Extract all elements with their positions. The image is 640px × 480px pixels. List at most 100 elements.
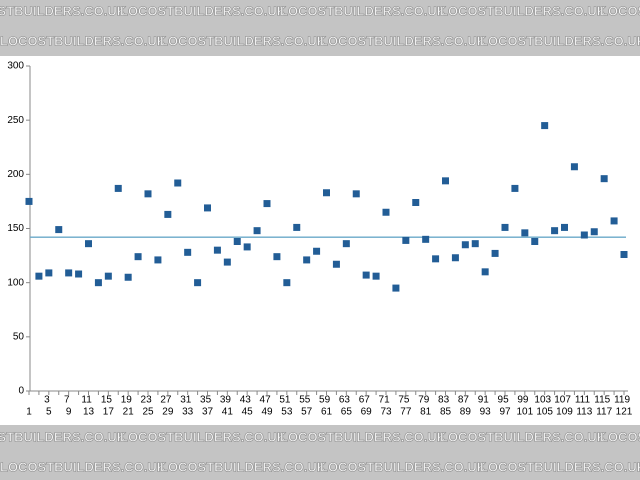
x-tick-label: 3 [44,395,50,406]
watermark-text: LOCOSTBUILDERS.CO.UK [160,459,327,474]
x-tick-label: 17 [103,407,115,418]
point [481,268,489,276]
x-tick-label: 101 [516,407,533,418]
watermark-text: LOCOSTBUILDERS.CO.UK [320,33,487,48]
point [323,189,330,197]
point [570,163,578,171]
x-tick-label: 45 [242,407,254,418]
x-tick-label: 93 [480,407,492,418]
point [25,197,33,205]
y-tick-label: 50 [13,331,25,342]
watermark-text: LOCOSTBUILDERS.CO.UK [280,3,447,18]
point [124,273,132,281]
point [104,272,112,280]
point [442,177,449,185]
x-tick-label: 55 [299,395,311,406]
x-tick-label: 21 [123,407,135,418]
point [283,279,291,287]
x-tick-label: 33 [182,407,194,418]
x-tick-label: 27 [160,395,172,406]
x-tick-label: 85 [440,407,452,418]
point [35,272,43,280]
x-tick-label: 57 [301,407,313,418]
point [580,231,588,239]
x-tick-label: 73 [380,407,392,418]
x-tick-label: 19 [121,395,133,406]
watermark-text: LOCOSTBUILDERS.CO.UK [0,33,167,48]
point [590,228,598,236]
point [501,223,509,231]
watermark-text: LOCOSTBUILDERS.CO.UK [160,33,327,48]
watermark-text: LOCOSTBUILDERS.CO.UK [480,459,640,474]
x-tick-label: 35 [200,395,212,406]
y-tick-label: 300 [7,61,24,72]
point [432,255,440,263]
watermark-text: LOCOSTBUILDERS.CO.UK [480,33,640,48]
point [154,256,162,264]
x-tick-label: 91 [478,395,490,406]
x-tick-label: 61 [321,407,333,418]
point [342,240,350,248]
point [620,251,628,258]
x-tick-label: 109 [556,407,573,418]
x-tick-label: 103 [534,395,551,406]
point [75,270,83,278]
watermark-text: LOCOSTBUILDERS.CO.UK [440,3,607,18]
point [253,227,261,235]
x-tick-label: 9 [66,407,72,418]
x-tick-label: 115 [594,395,610,406]
point [273,253,281,261]
point [114,184,122,192]
x-tick-label: 29 [162,407,174,418]
x-tick-label: 119 [614,395,630,406]
point [372,272,380,280]
watermark-text: LOCOSTBUILDERS.CO.UK [120,3,287,18]
y-tick-label: 100 [7,277,24,288]
x-tick-label: 15 [101,395,113,406]
x-tick-label: 7 [64,395,70,406]
x-tick-label: 81 [420,407,432,418]
x-tick-label: 95 [498,395,510,406]
point [213,246,221,254]
point [412,199,420,206]
point [551,227,559,235]
point [263,200,271,208]
point [65,269,73,277]
x-tick-label: 117 [596,407,612,418]
point [55,226,63,234]
point [521,229,529,237]
point [194,279,202,287]
x-tick-label: 69 [361,407,373,418]
x-tick-label: 99 [517,395,529,406]
point [402,236,410,244]
x-tick-label: 111 [575,395,591,406]
point [233,238,241,245]
x-tick-label: 121 [616,407,633,418]
point [164,210,172,218]
point [362,271,370,279]
point [422,235,430,243]
point [184,248,192,256]
x-tick-label: 1 [26,407,32,418]
point [382,208,390,216]
point [293,223,301,231]
x-tick-label: 5 [46,407,52,418]
x-tick-label: 65 [341,407,353,418]
watermark-text: LOCOSTBUILDERS.CO.UK [0,3,127,18]
watermark-text: LOCOSTBUILDERS.CO.UK [120,429,287,444]
point [451,254,459,262]
watermark-text: LOCOSTBUILDERS.CO.UK [320,459,487,474]
point [134,253,142,261]
point [511,184,519,192]
x-tick-label: 23 [141,395,153,406]
y-tick-label: 200 [7,169,24,180]
point [600,175,608,183]
x-tick-label: 51 [279,395,291,406]
watermark-text: LOCOSTBUILDERS.CO.UK [0,459,167,474]
point [561,223,568,231]
watermark-banner [0,0,640,56]
x-tick-label: 47 [260,395,272,406]
point [243,243,251,251]
point [392,284,400,292]
